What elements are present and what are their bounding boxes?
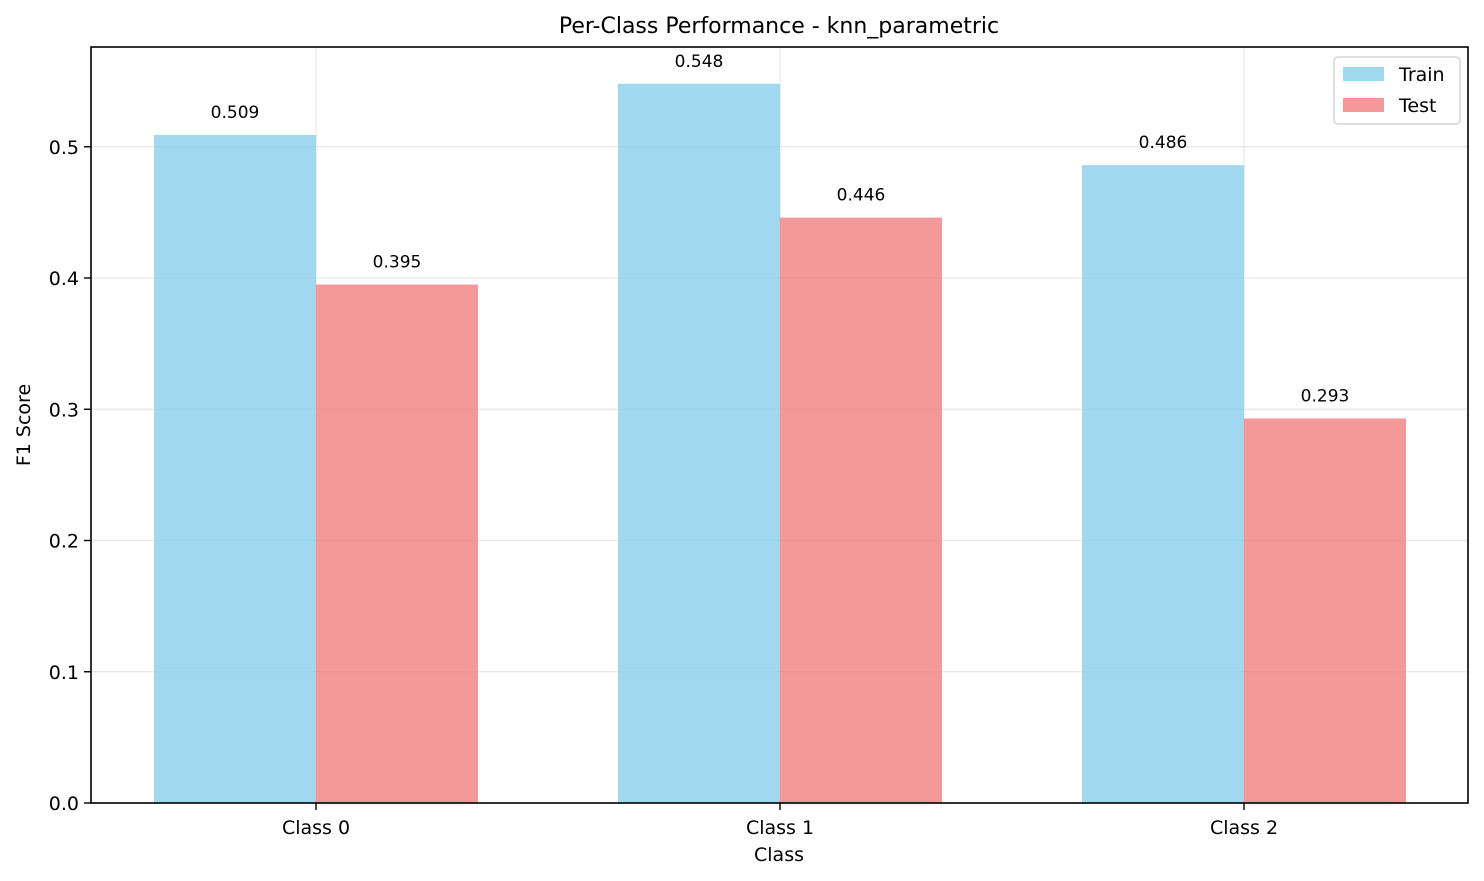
legend-swatch-train — [1343, 67, 1384, 81]
chart-title: Per-Class Performance - knn_parametric — [559, 14, 999, 39]
data-label-train-1: 0.548 — [675, 52, 724, 72]
legend-label-train: Train — [1398, 64, 1445, 86]
bars — [154, 83, 1406, 803]
y-tick-label: 0.4 — [49, 268, 79, 290]
data-label-test-1: 0.446 — [837, 186, 886, 206]
y-tick-label: 0.3 — [49, 399, 79, 421]
bar-test-2 — [1244, 418, 1406, 803]
bar-test-0 — [316, 284, 478, 803]
data-label-test-0: 0.395 — [373, 253, 422, 273]
data-label-train-2: 0.486 — [1139, 133, 1188, 153]
x-tick-label: Class 2 — [1210, 817, 1278, 839]
legend: Train Test — [1333, 56, 1461, 125]
y-axis-label: F1 Score — [13, 384, 35, 466]
legend-swatch-test — [1343, 98, 1384, 112]
bar-test-1 — [780, 217, 942, 803]
legend-label-test: Test — [1398, 95, 1436, 117]
y-tick-label: 0.1 — [49, 662, 79, 684]
bar-train-1 — [618, 83, 780, 803]
bar-train-0 — [154, 134, 316, 803]
data-label-test-2: 0.293 — [1301, 386, 1350, 406]
bar-train-2 — [1082, 165, 1244, 803]
x-tick-label: Class 1 — [746, 817, 814, 839]
ticks: 0.0 0.1 0.2 0.3 0.4 0.5 Class 0 Class 1 Class 2 — [49, 137, 1278, 839]
y-tick-label: 0.5 — [49, 137, 79, 159]
y-tick-label: 0.2 — [49, 531, 79, 553]
y-tick-label: 0.0 — [49, 793, 79, 815]
x-tick-label: Class 0 — [282, 817, 350, 839]
x-axis-label: Class — [754, 844, 804, 866]
data-label-train-0: 0.509 — [211, 103, 260, 123]
data-labels: 0.509 0.548 0.486 0.395 0.446 0.293 — [211, 52, 1350, 407]
